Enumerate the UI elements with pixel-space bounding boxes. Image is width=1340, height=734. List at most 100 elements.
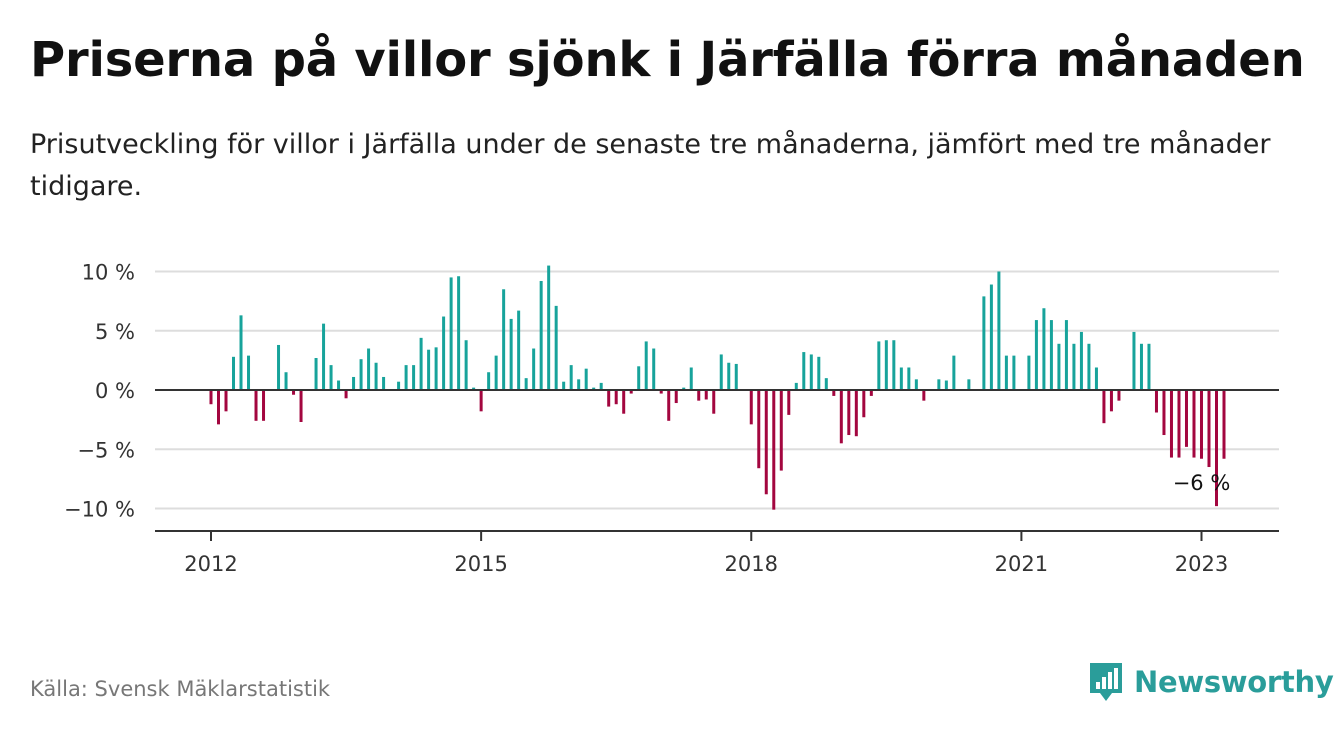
bar xyxy=(884,340,888,390)
bar xyxy=(637,366,641,390)
bar xyxy=(952,355,956,390)
y-tick-label: 5 % xyxy=(95,320,135,344)
bar xyxy=(1154,390,1158,413)
x-tick-label: 2023 xyxy=(1175,552,1228,576)
bar xyxy=(352,376,356,390)
bar xyxy=(1215,390,1218,507)
bar xyxy=(614,390,618,405)
bar xyxy=(809,354,813,390)
bar xyxy=(322,323,326,390)
bar xyxy=(509,318,513,390)
bar xyxy=(1072,343,1076,390)
bar xyxy=(802,352,806,390)
bar xyxy=(584,368,588,390)
bar xyxy=(1064,320,1068,390)
bar xyxy=(427,349,431,390)
bar xyxy=(442,316,446,390)
bar xyxy=(862,390,866,418)
bar xyxy=(404,365,408,391)
bar xyxy=(374,362,378,390)
bar-chart: 10 % 5 % 0 % −5 % −10 % 2012 2015 2018 2021 2023… xyxy=(64,261,1279,576)
bar xyxy=(997,271,1001,390)
bar xyxy=(854,390,858,437)
bar xyxy=(1147,343,1151,390)
bar xyxy=(1199,390,1203,459)
bar xyxy=(577,379,581,390)
bar xyxy=(1139,343,1143,390)
bar xyxy=(457,276,461,390)
bar xyxy=(539,280,543,390)
bar xyxy=(899,367,903,390)
bar xyxy=(1034,320,1038,390)
bar xyxy=(764,390,768,495)
bar xyxy=(689,367,693,390)
bar xyxy=(1057,343,1061,390)
bar xyxy=(1177,390,1181,458)
y-tick-label: 10 % xyxy=(82,261,135,285)
chart-title: Priserna på villor sjönk i Järfälla förr… xyxy=(30,32,1305,88)
bar xyxy=(704,390,708,400)
x-tick-label: 2012 xyxy=(184,552,237,576)
bar xyxy=(869,390,873,396)
bar xyxy=(449,277,453,391)
brand-logo[interactable]: Newsworthy xyxy=(1088,660,1334,704)
source-note: Källa: Svensk Mäklarstatistik xyxy=(30,677,331,701)
bar xyxy=(824,378,828,390)
bar xyxy=(1087,343,1091,390)
bar xyxy=(847,390,851,436)
bar xyxy=(299,390,303,422)
bar xyxy=(772,390,776,510)
bar xyxy=(1012,355,1016,390)
bar xyxy=(749,390,753,425)
bar xyxy=(1169,390,1173,458)
bar xyxy=(839,390,843,444)
bar xyxy=(622,390,626,414)
bar xyxy=(1004,355,1008,390)
bar xyxy=(779,390,783,471)
bar xyxy=(794,382,798,390)
bar xyxy=(629,390,633,394)
bar xyxy=(547,265,551,390)
bar xyxy=(487,372,491,390)
gridlines xyxy=(155,270,1279,510)
bar xyxy=(554,305,558,390)
bar xyxy=(434,347,438,390)
bar xyxy=(337,380,341,390)
bar xyxy=(667,390,671,421)
bar xyxy=(284,372,288,390)
bar xyxy=(592,387,596,390)
bar xyxy=(1192,390,1196,458)
bar xyxy=(329,365,333,391)
bar xyxy=(494,355,498,390)
bar xyxy=(502,289,506,390)
bar xyxy=(937,379,941,390)
axes xyxy=(155,389,1279,532)
bar xyxy=(224,390,228,412)
bar xyxy=(734,363,738,390)
bar xyxy=(464,340,468,390)
y-tick-label: 0 % xyxy=(95,379,135,403)
x-tick-label: 2018 xyxy=(725,552,778,576)
bar xyxy=(1117,390,1121,401)
newsworthy-logo-icon xyxy=(1090,663,1122,701)
bar xyxy=(217,390,220,425)
bar xyxy=(757,390,761,469)
bar xyxy=(674,390,678,404)
bar xyxy=(1049,320,1053,390)
bar xyxy=(719,354,723,390)
bar xyxy=(412,365,416,391)
bar xyxy=(607,390,611,407)
bar xyxy=(697,390,701,401)
bar xyxy=(479,390,483,412)
bar xyxy=(989,284,993,390)
bar xyxy=(644,341,648,390)
bar xyxy=(239,315,243,391)
x-tick-label: 2015 xyxy=(454,552,507,576)
bar xyxy=(292,390,296,395)
y-axis-labels: 10 % 5 % 0 % −5 % −10 % xyxy=(64,261,135,522)
y-tick-label: −10 % xyxy=(64,498,135,522)
chart-subtitle: Prisutveckling för villor i Järfälla und… xyxy=(30,129,1271,202)
bar xyxy=(232,356,236,390)
bar xyxy=(1042,308,1046,391)
bar xyxy=(712,390,716,414)
